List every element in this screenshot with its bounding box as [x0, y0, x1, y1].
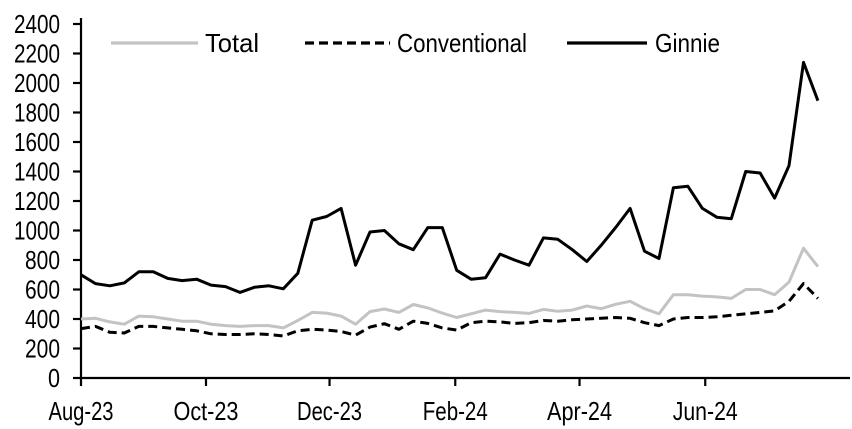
y-tick-label: 2000 [14, 68, 60, 98]
legend-label-ginnie: Ginnie [655, 28, 720, 58]
y-tick-label: 2400 [14, 9, 60, 39]
series-line-ginnie [80, 60, 820, 294]
y-tick-label: 600 [25, 275, 60, 305]
y-tick-label: 2200 [14, 39, 60, 69]
y-tick-label: 200 [25, 334, 60, 364]
y-tick-label: 800 [25, 245, 60, 275]
series-line-conventional [80, 282, 819, 338]
x-tick-label: Oct-23 [173, 396, 238, 426]
y-tick-label: 400 [25, 304, 60, 334]
legend-label-conventional: Conventional [397, 28, 527, 58]
y-tick-label: 1400 [14, 157, 60, 187]
x-tick-label: Dec-23 [297, 396, 362, 426]
x-tick-label: Aug-23 [49, 396, 114, 426]
y-tick-label: 1000 [14, 216, 60, 246]
x-tick-label: Jun-24 [673, 396, 738, 426]
x-tick-label: Feb-24 [423, 396, 488, 426]
y-tick-label: 0 [48, 363, 60, 393]
y-tick-label: 1600 [14, 127, 60, 157]
x-tick-label: Apr-24 [547, 396, 612, 426]
legend-label-total: Total [205, 28, 259, 58]
series-line-total [80, 246, 820, 330]
y-tick-label: 1800 [14, 98, 60, 128]
y-tick-label: 1200 [14, 186, 60, 216]
